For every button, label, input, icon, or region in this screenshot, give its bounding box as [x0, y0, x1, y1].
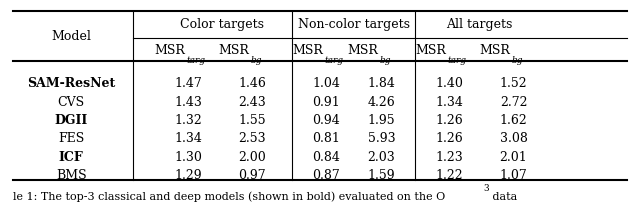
Text: 5.93: 5.93	[367, 132, 396, 145]
Text: le 1: The top-3 classical and deep models (shown in bold) evaluated on the O: le 1: The top-3 classical and deep model…	[13, 191, 445, 201]
Text: 1.04: 1.04	[312, 77, 340, 90]
Text: ICF: ICF	[59, 150, 84, 163]
Text: 1.07: 1.07	[500, 168, 527, 181]
Text: 1.59: 1.59	[367, 168, 396, 181]
Text: All targets: All targets	[447, 18, 513, 30]
Text: 1.62: 1.62	[500, 113, 527, 126]
Text: MSR: MSR	[348, 44, 378, 57]
Text: data: data	[489, 191, 517, 201]
Text: Non-color targets: Non-color targets	[298, 18, 410, 30]
Text: CVS: CVS	[58, 95, 84, 108]
Text: 2.00: 2.00	[239, 150, 266, 163]
Text: 1.34: 1.34	[174, 132, 202, 145]
Text: 0.94: 0.94	[312, 113, 340, 126]
Text: 4.26: 4.26	[367, 95, 396, 108]
Text: 2.43: 2.43	[239, 95, 266, 108]
Text: Color targets: Color targets	[180, 18, 264, 30]
Text: 0.84: 0.84	[312, 150, 340, 163]
Text: 0.87: 0.87	[312, 168, 340, 181]
Text: Model: Model	[51, 30, 91, 43]
Text: 1.23: 1.23	[435, 150, 463, 163]
Text: 1.43: 1.43	[174, 95, 202, 108]
Text: 1.32: 1.32	[174, 113, 202, 126]
Text: MSR: MSR	[415, 44, 446, 57]
Text: MSR: MSR	[292, 44, 323, 57]
Text: bg: bg	[380, 55, 391, 64]
Text: 0.81: 0.81	[312, 132, 340, 145]
Text: 1.95: 1.95	[367, 113, 396, 126]
Text: 1.47: 1.47	[174, 77, 202, 90]
Text: 1.34: 1.34	[435, 95, 463, 108]
Text: 1.46: 1.46	[239, 77, 266, 90]
Text: 1.26: 1.26	[435, 113, 463, 126]
Text: 1.55: 1.55	[239, 113, 266, 126]
Text: 1.30: 1.30	[174, 150, 202, 163]
Text: 1.26: 1.26	[435, 132, 463, 145]
Text: 1.29: 1.29	[174, 168, 202, 181]
Text: MSR: MSR	[479, 44, 511, 57]
Text: 3.08: 3.08	[500, 132, 527, 145]
Text: 0.97: 0.97	[239, 168, 266, 181]
Text: 2.53: 2.53	[239, 132, 266, 145]
Text: 2.03: 2.03	[367, 150, 396, 163]
Text: DGII: DGII	[54, 113, 88, 126]
Text: bg: bg	[512, 55, 523, 64]
Text: targ: targ	[324, 55, 343, 64]
Text: targ: targ	[186, 55, 205, 64]
Text: 3: 3	[483, 183, 489, 192]
Text: 0.91: 0.91	[312, 95, 340, 108]
Text: 1.22: 1.22	[435, 168, 463, 181]
Text: SAM-ResNet: SAM-ResNet	[27, 77, 115, 90]
Text: MSR: MSR	[154, 44, 185, 57]
Text: BMS: BMS	[56, 168, 86, 181]
Text: 1.52: 1.52	[500, 77, 527, 90]
Text: 2.01: 2.01	[500, 150, 527, 163]
Text: bg: bg	[251, 55, 262, 64]
Text: MSR: MSR	[218, 44, 250, 57]
Text: 2.72: 2.72	[500, 95, 527, 108]
Text: 1.40: 1.40	[435, 77, 463, 90]
Text: targ: targ	[447, 55, 466, 64]
Text: FES: FES	[58, 132, 84, 145]
Text: 1.84: 1.84	[367, 77, 396, 90]
